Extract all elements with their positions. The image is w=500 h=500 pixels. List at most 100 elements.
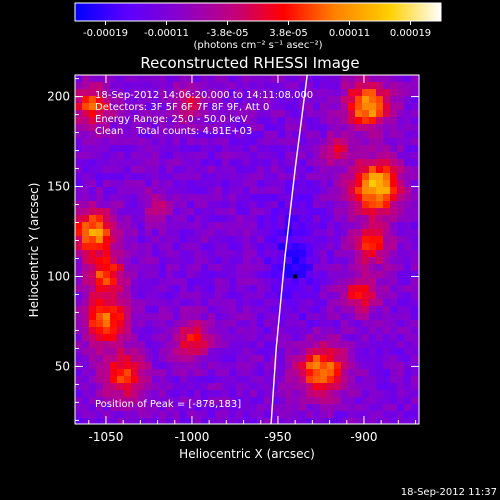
heatmap-cell [75,320,83,328]
heatmap-cell [292,397,300,405]
heatmap-cell [257,327,265,335]
heatmap-cell [390,355,398,363]
heatmap-cell [299,96,307,104]
heatmap-cell [187,411,195,419]
heatmap-cell [285,229,293,237]
heatmap-cell [250,75,258,83]
heatmap-cell [327,369,335,377]
heatmap-cell [257,124,265,132]
heatmap-cell [173,131,181,139]
heatmap-cell [404,215,412,223]
heatmap-cell [173,117,181,125]
heatmap-cell [411,306,419,314]
heatmap-cell [124,383,132,391]
heatmap-cell [82,110,90,118]
heatmap-cell [180,201,188,209]
heatmap-cell [236,124,244,132]
heatmap-cell [341,348,349,356]
heatmap-cell [208,418,216,424]
heatmap-cell [215,285,223,293]
heatmap-cell [152,145,160,153]
heatmap-cell [313,173,321,181]
heatmap-cell [131,117,139,125]
heatmap-cell [411,285,419,293]
heatmap-cell [82,208,90,216]
heatmap-cell [313,278,321,286]
heatmap-cell [292,145,300,153]
heatmap-cell [404,110,412,118]
heatmap-cell [124,264,132,272]
heatmap-cell [285,201,293,209]
heatmap-cell [285,397,293,405]
heatmap-cell [292,173,300,181]
heatmap-cell [334,89,342,97]
heatmap-cell [257,313,265,321]
heatmap-cell [264,173,272,181]
heatmap-cell [348,82,356,90]
heatmap-cell [194,362,202,370]
heatmap-cell [243,159,251,167]
heatmap-cell [152,376,160,384]
heatmap-cell [292,250,300,258]
heatmap-cell [320,285,328,293]
heatmap-cell [285,383,293,391]
heatmap-cell [257,152,265,160]
heatmap-cell [285,131,293,139]
heatmap-cell [166,299,174,307]
heatmap-cell [411,243,419,251]
heatmap-cell [271,152,279,160]
heatmap-cell [131,243,139,251]
heatmap-cell [222,390,230,398]
heatmap-cell [201,390,209,398]
heatmap-cell [201,187,209,195]
heatmap-cell [313,236,321,244]
heatmap-cell [257,166,265,174]
heatmap-cell [187,327,195,335]
heatmap-cell [201,271,209,279]
heatmap-cell [117,341,125,349]
heatmap-cell [404,369,412,377]
annotation-time-range: 18-Sep-2012 14:06:20.000 to 14:11:08.000 [95,90,313,101]
heatmap-cell [187,376,195,384]
heatmap-cell [264,341,272,349]
heatmap-cell [82,355,90,363]
heatmap-cell [397,271,405,279]
heatmap-cell [306,243,314,251]
heatmap-cell [306,145,314,153]
heatmap-cell [138,348,146,356]
heatmap-cell [404,229,412,237]
heatmap-cell [110,145,118,153]
heatmap-cell [103,397,111,405]
heatmap-cell [390,103,398,111]
heatmap-cell [145,285,153,293]
heatmap-cell [376,201,384,209]
heatmap-cell [145,152,153,160]
heatmap-cell [215,173,223,181]
heatmap-cell [390,285,398,293]
heatmap-cell [159,229,167,237]
heatmap-cell [145,348,153,356]
heatmap-cell [215,243,223,251]
heatmap-cell [327,152,335,160]
heatmap-cell [411,187,419,195]
heatmap-cell [278,208,286,216]
heatmap-cell [159,82,167,90]
heatmap-cell [341,96,349,104]
heatmap-cell [117,117,125,125]
heatmap-cell [103,208,111,216]
heatmap-cell [383,334,391,342]
heatmap-cell [117,222,125,230]
heatmap-cell [124,292,132,300]
heatmap-cell [355,222,363,230]
heatmap-cell [208,404,216,412]
heatmap-cell [152,418,160,424]
heatmap-cell [145,110,153,118]
heatmap-cell [138,369,146,377]
heatmap-cell [327,159,335,167]
heatmap-cell [313,117,321,125]
heatmap-cell [355,397,363,405]
annotation-detectors: Detectors: 3F 5F 6F 7F 8F 9F, Att 0 [95,102,269,113]
heatmap-cell [159,411,167,419]
heatmap-cell [299,369,307,377]
heatmap-cell [131,201,139,209]
